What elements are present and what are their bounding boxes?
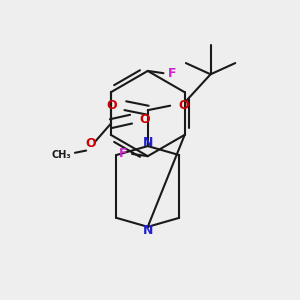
Text: O: O <box>139 113 150 126</box>
Text: F: F <box>119 147 127 161</box>
Text: CH₃: CH₃ <box>52 150 71 160</box>
Text: N: N <box>142 136 153 149</box>
Text: O: O <box>85 137 96 150</box>
Text: N: N <box>142 224 153 237</box>
Text: O: O <box>178 99 189 112</box>
Text: O: O <box>106 99 117 112</box>
Text: F: F <box>168 67 177 80</box>
